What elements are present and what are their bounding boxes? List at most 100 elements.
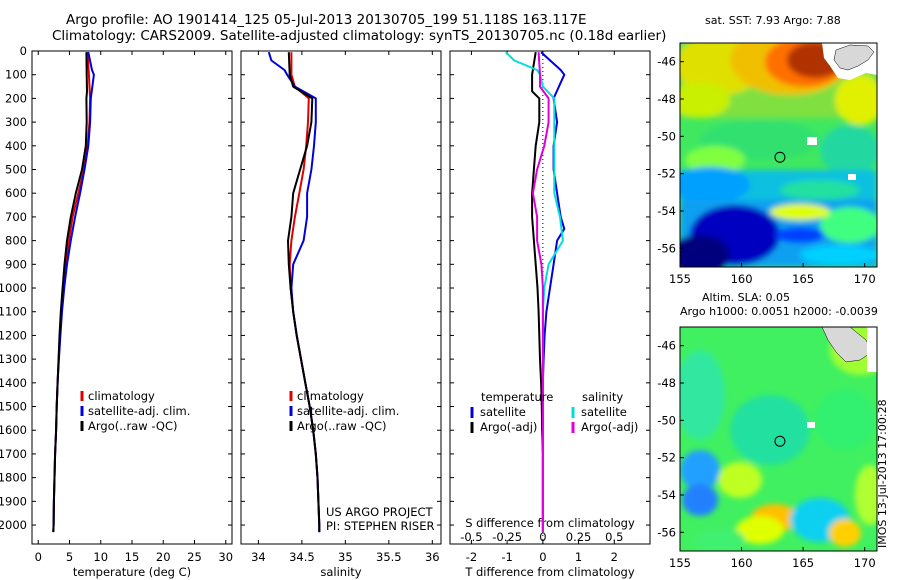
map-y-tick-label: -52	[657, 167, 676, 181]
map-y-tick-label: -46	[657, 55, 676, 69]
map-x-tick-label: 170	[854, 556, 876, 570]
s-tick-label: 0.5	[605, 530, 623, 544]
figure-title-line1: Argo profile: AO 1901414_125 05-Jul-2013…	[66, 12, 587, 28]
x-axis-label: salinity	[320, 565, 361, 579]
map-y-tick-label: -46	[657, 339, 676, 353]
x-tick-label: -1	[501, 550, 512, 564]
map-x-tick-label: 160	[731, 556, 753, 570]
imos-timestamp: IMOS 13-Jul-2013 17:00:28	[876, 399, 889, 548]
legend-label: satellite-adj. clim.	[88, 404, 190, 418]
y-tick-label: 0	[20, 44, 27, 58]
map-y-tick-label: -54	[657, 204, 676, 218]
x-tick-label: 2	[611, 550, 618, 564]
salinity-panel-frame	[240, 50, 442, 545]
s-tick-label: -0.5	[460, 530, 482, 544]
pi-label: PI: STEPHEN RISER	[326, 519, 435, 533]
y-tick-label: 1500	[0, 400, 27, 414]
y-tick-label: 300	[5, 115, 27, 129]
map-x-tick-label: 165	[792, 556, 814, 570]
map-y-tick-label: -48	[657, 376, 676, 390]
legend-header: salinity	[582, 390, 623, 404]
y-tick-label: 1300	[0, 352, 27, 366]
x-tick-label: -2	[466, 550, 477, 564]
y-tick-label: 700	[5, 210, 27, 224]
map-y-tick-label: -56	[657, 525, 676, 539]
map-x-tick-label: 155	[669, 556, 691, 570]
series-line	[287, 52, 321, 533]
sla-map-title: Altim. SLA: 0.05	[702, 291, 790, 304]
map-x-tick-label: 165	[792, 272, 814, 286]
y-tick-label: 1900	[0, 494, 27, 508]
map-y-tick-label: -50	[657, 413, 676, 427]
project-label: US ARGO PROJECT	[326, 505, 434, 519]
salinity-plot: 34 34.5 35 35.5 36 salinity climatologysatelli…	[241, 50, 441, 579]
x-tick-label: 1	[575, 550, 582, 564]
temperature-plot: 0100200300400500600700800900100011001200…	[0, 44, 233, 579]
sla-field	[680, 327, 877, 551]
x-tick-label: 20	[156, 550, 171, 564]
map-y-tick-label: -52	[657, 451, 676, 465]
series-line	[52, 52, 88, 533]
x-tick-label: 15	[125, 550, 140, 564]
x-tick-label: 5	[66, 550, 73, 564]
sst-map-frame	[679, 42, 878, 268]
y-tick-label: 1200	[0, 328, 27, 342]
x-tick-label: 25	[187, 550, 202, 564]
sst-field	[680, 43, 877, 267]
s-axis-label: S difference from climatology	[465, 516, 635, 530]
y-tick-label: 800	[5, 234, 27, 248]
sla-argo-location-marker	[774, 435, 786, 447]
y-tick-label: 500	[5, 163, 27, 177]
s-tick-label: -0.25	[492, 530, 522, 544]
legend-label: Argo(..raw -QC)	[88, 419, 178, 433]
map-y-tick-label: -56	[657, 241, 676, 255]
x-axis-label: temperature (deg C)	[73, 565, 191, 579]
y-tick-label: 1000	[0, 281, 27, 295]
legend-header: temperature	[481, 390, 553, 404]
s-tick-label: 0.25	[566, 530, 592, 544]
y-tick-label: 1700	[0, 447, 27, 461]
map-x-tick-label: 170	[854, 272, 876, 286]
difference-plot: -2 -1 0 1 2T difference from climatology -0.5…	[450, 50, 650, 579]
difference-panel-frame	[449, 50, 651, 545]
x-tick-label: 36	[425, 550, 440, 564]
map-x-tick-label: 160	[731, 272, 753, 286]
y-tick-label: 1600	[0, 423, 27, 437]
map-y-tick-label: -50	[657, 129, 676, 143]
sst-map-title: sat. SST: 7.93 Argo: 7.88	[705, 14, 841, 27]
sla-map: Altim. SLA: 0.05 Argo h1000: 0.0051 h200…	[657, 291, 878, 570]
y-tick-label: 1400	[0, 376, 27, 390]
x-tick-label: 34.5	[289, 550, 315, 564]
y-tick-label: 900	[5, 257, 27, 271]
y-tick-label: 400	[5, 139, 27, 153]
figure-title-line2: Climatology: CARS2009. Satellite-adjuste…	[52, 28, 667, 44]
y-tick-label: 100	[5, 68, 27, 82]
x-tick-label: 10	[93, 550, 108, 564]
legend-label: satellite-adj. clim.	[297, 404, 399, 418]
sla-map-frame	[679, 326, 878, 552]
x-tick-label: 30	[218, 550, 233, 564]
map-x-tick-label: 155	[669, 272, 691, 286]
x-tick-label: 35	[338, 550, 353, 564]
sst-argo-location-marker	[774, 151, 786, 163]
map-y-tick-label: -48	[657, 92, 676, 106]
legend-label: satellite	[581, 405, 627, 419]
y-tick-label: 2000	[0, 518, 27, 532]
legend-label: climatology	[297, 389, 364, 403]
series-line	[531, 52, 550, 533]
x-tick-label: 0	[35, 550, 42, 564]
legend-label: Argo(..raw -QC)	[297, 419, 387, 433]
temperature-panel-frame	[31, 50, 233, 545]
legend-label: satellite	[480, 405, 526, 419]
y-tick-label: 200	[5, 91, 27, 105]
x-tick-label: 0	[539, 550, 546, 564]
legend-label: climatology	[88, 389, 155, 403]
x-tick-label: 35.5	[376, 550, 402, 564]
legend-label: Argo(-adj)	[581, 420, 638, 434]
legend-label: Argo(-adj)	[480, 420, 537, 434]
s-tick-label: 0	[539, 530, 546, 544]
y-tick-label: 1100	[0, 305, 27, 319]
y-tick-label: 600	[5, 186, 27, 200]
y-tick-label: 1800	[0, 471, 27, 485]
